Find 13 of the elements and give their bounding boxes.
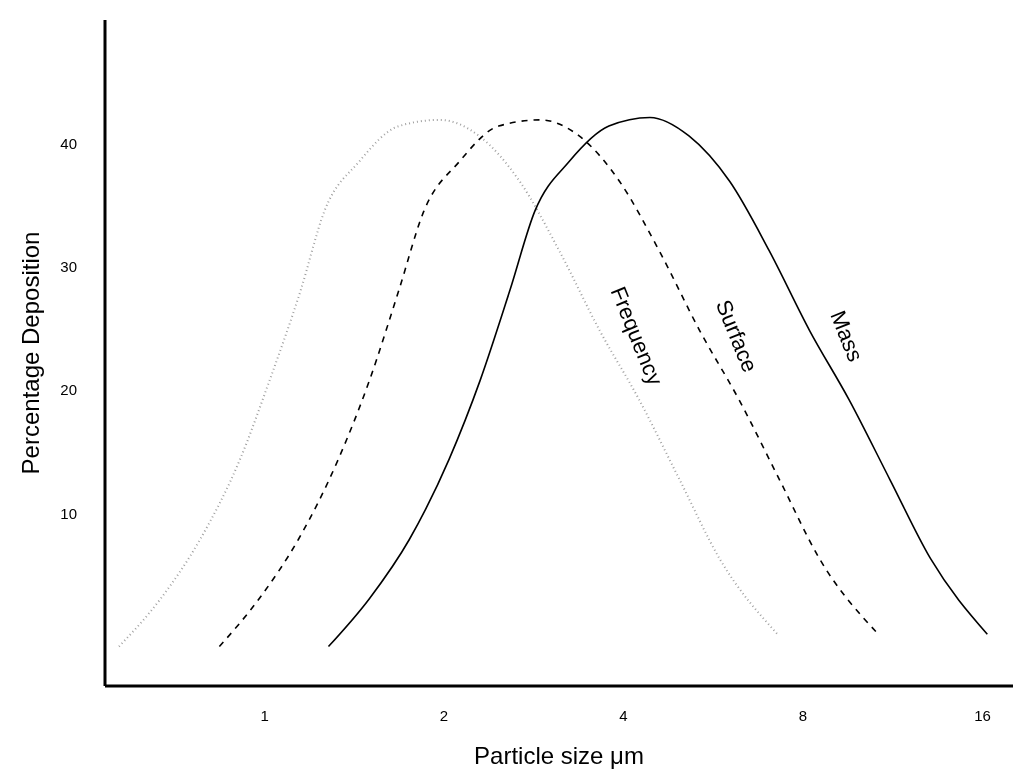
- y-tick-label: 40: [60, 134, 77, 152]
- x-tick-label: 2: [439, 706, 449, 724]
- x-tick-label: 4: [619, 706, 628, 724]
- y-tick-label: 20: [60, 381, 77, 399]
- x-axis-title: Particle size μm: [474, 742, 644, 769]
- y-tick-label: 30: [60, 257, 77, 275]
- x-tick-label: 1: [260, 706, 269, 724]
- x-tick-label: 8: [798, 706, 808, 724]
- y-tick-label: 10: [60, 504, 77, 522]
- y-axis-title: Percentage Deposition: [16, 231, 44, 475]
- x-tick-label: 16: [974, 706, 991, 724]
- text: Surface: [710, 296, 763, 376]
- text: Mass: [825, 306, 869, 366]
